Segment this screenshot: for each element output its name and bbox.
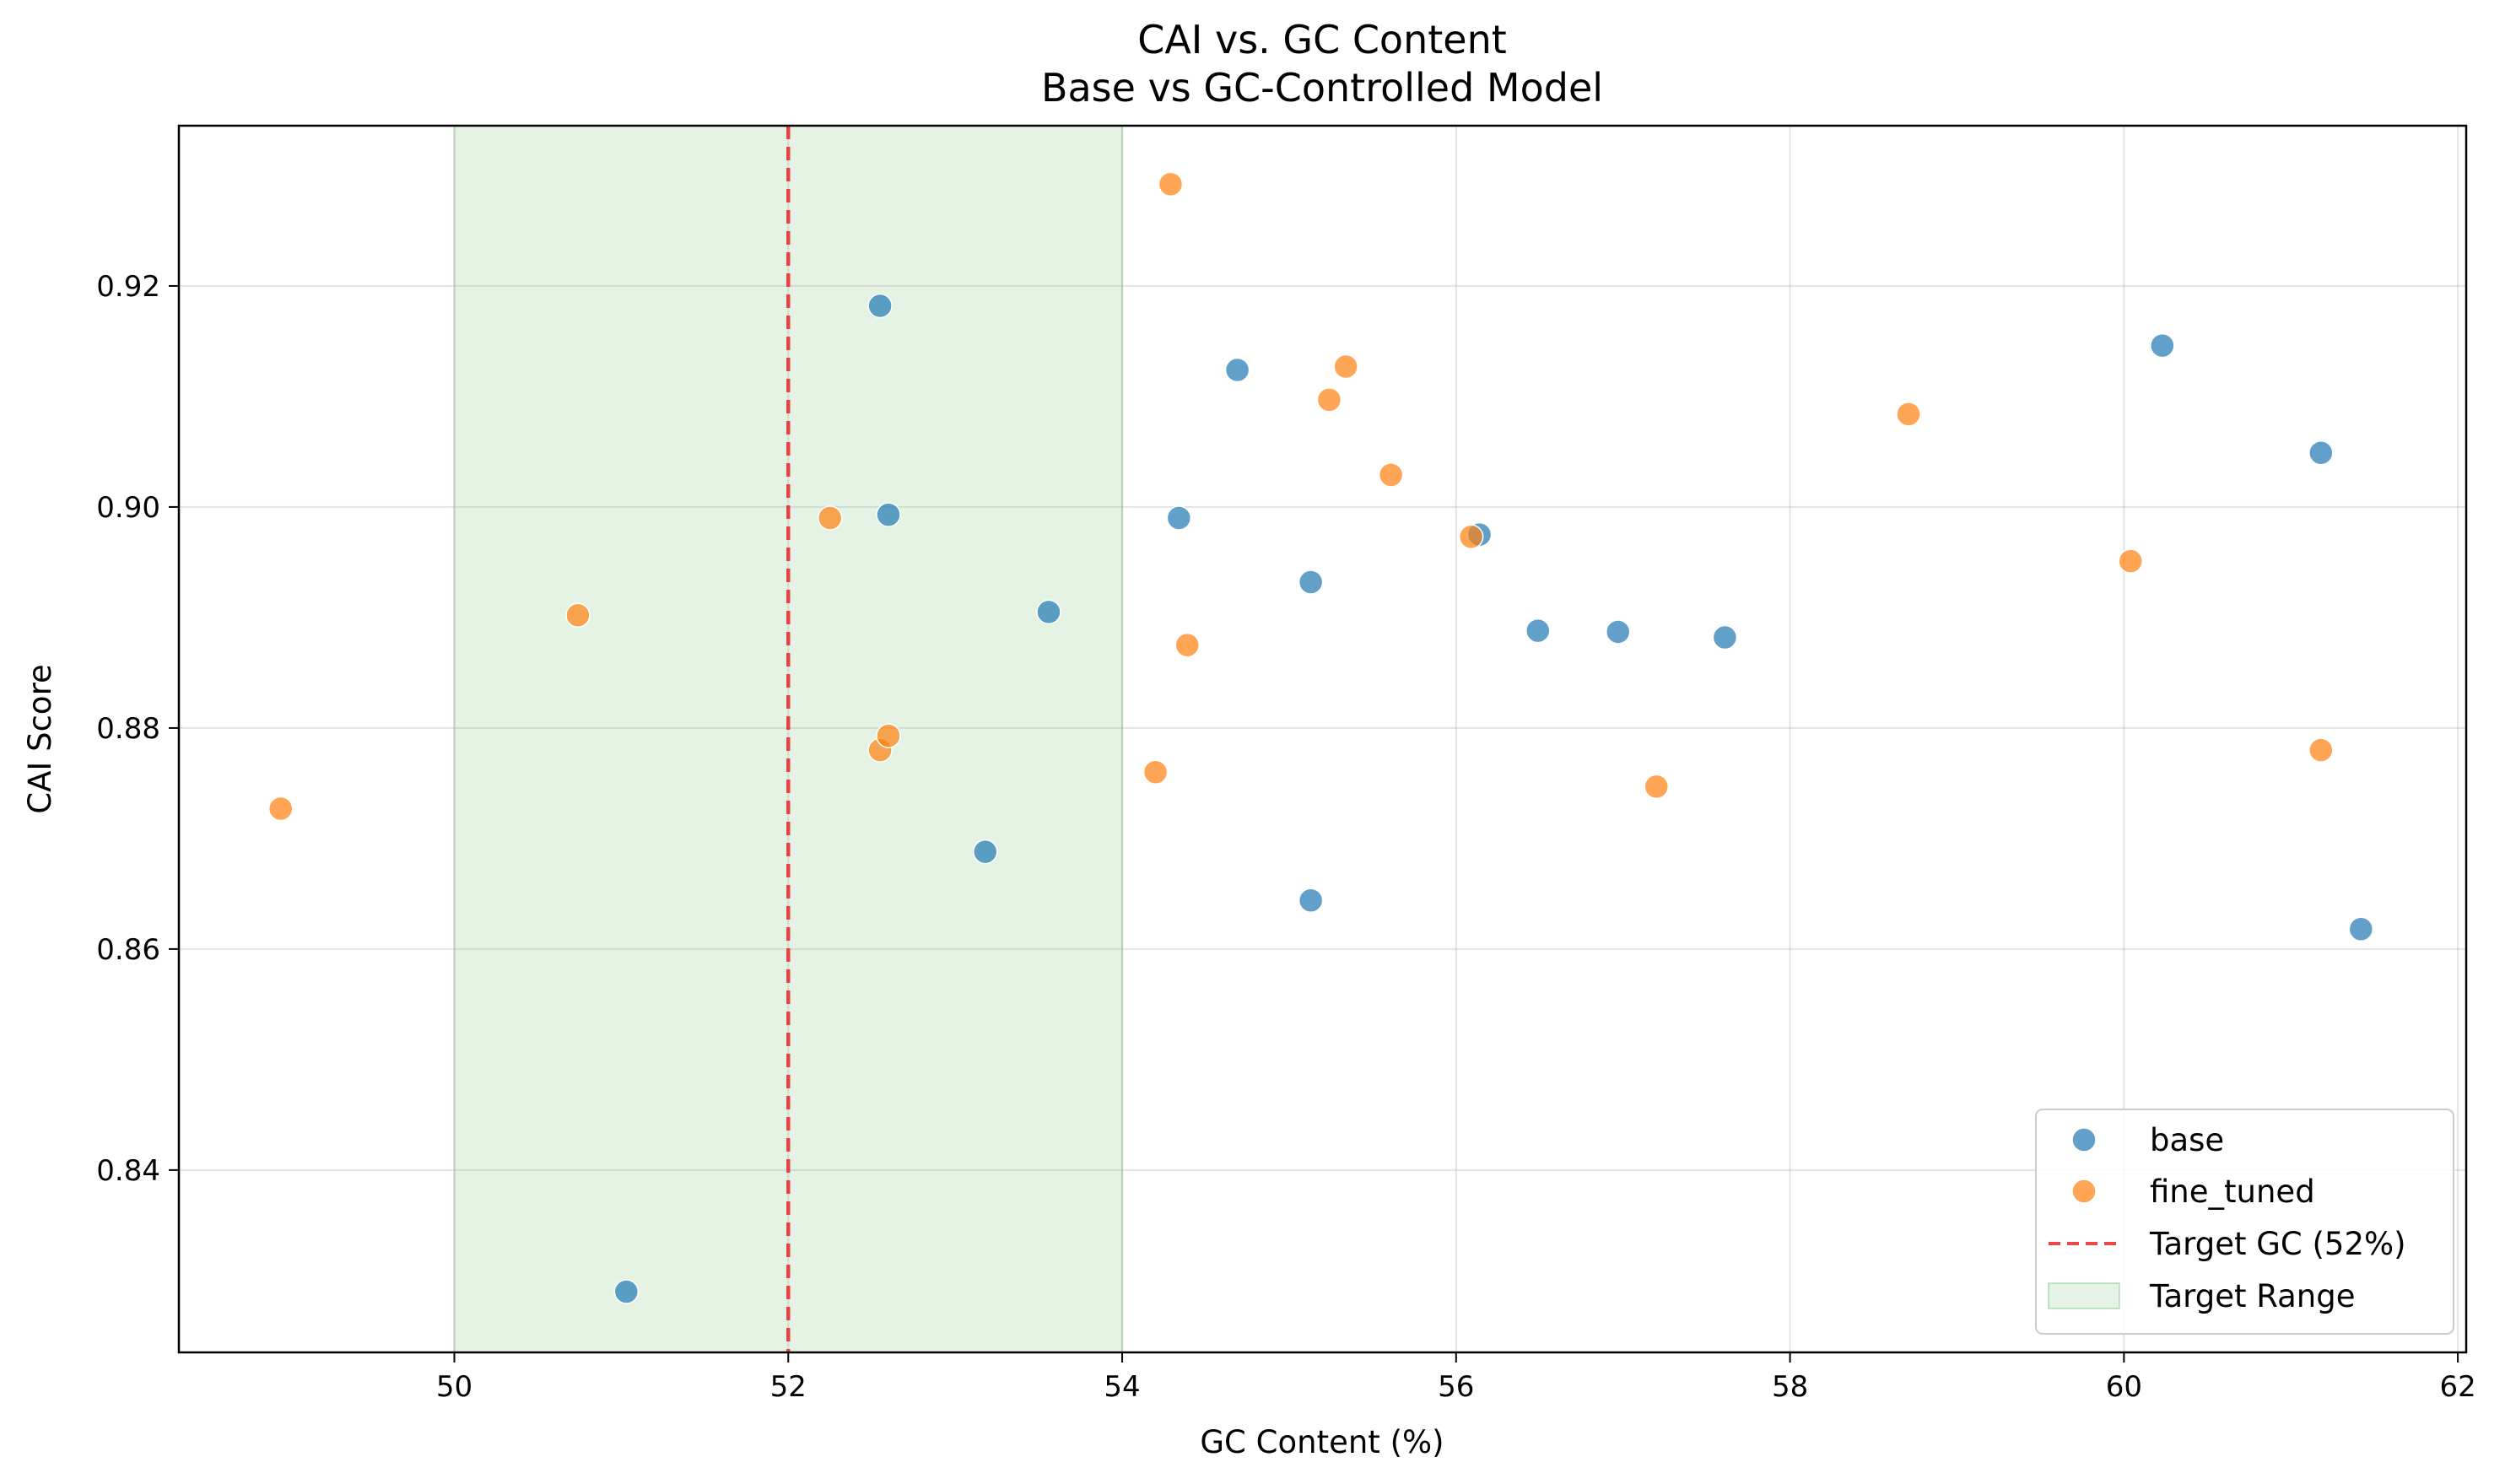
data-point-base xyxy=(867,293,893,319)
y-tick-label: 0.84 xyxy=(96,1154,160,1188)
data-point-fine-tuned xyxy=(1458,524,1484,550)
data-point-base xyxy=(876,502,901,527)
data-point-base xyxy=(2348,916,2374,942)
y-tick-label: 0.86 xyxy=(96,933,160,967)
y-tick-label: 0.92 xyxy=(96,270,160,304)
plot-frame xyxy=(177,124,2468,1354)
data-point-base xyxy=(1224,357,1250,383)
legend-box xyxy=(2035,1109,2454,1335)
data-point-base xyxy=(1525,618,1551,644)
legend: base fine_tuned Target GC (52%) Target R… xyxy=(2035,1109,2454,1335)
data-point-base xyxy=(2308,440,2334,466)
x-tick-label: 54 xyxy=(1104,1370,1140,1404)
legend-label-target-gc: Target GC (52%) xyxy=(2149,1226,2406,1262)
data-point-base xyxy=(1298,888,1324,913)
legend-label-fine-tuned: fine_tuned xyxy=(2150,1174,2315,1210)
data-point-fine-tuned xyxy=(1896,402,1921,427)
legend-label-target-range: Target Range xyxy=(2149,1278,2356,1314)
data-point-base xyxy=(1036,599,1061,625)
data-point-fine-tuned xyxy=(876,723,901,748)
data-point-fine-tuned xyxy=(1316,387,1342,413)
data-point-base xyxy=(1712,624,1738,650)
y-axis: 0.84 0.86 0.88 0.90 0.92 xyxy=(96,270,179,1188)
data-point-fine-tuned xyxy=(817,505,843,531)
x-axis: 50 52 54 56 58 60 62 xyxy=(436,1352,2476,1404)
points-layer xyxy=(267,171,2374,1304)
data-point-base xyxy=(613,1279,640,1304)
x-tick-label: 50 xyxy=(436,1370,472,1404)
plot-area xyxy=(179,125,2466,1353)
data-point-base xyxy=(1166,505,1192,531)
data-point-fine-tuned xyxy=(1644,774,1670,800)
legend-marker-fine-tuned xyxy=(2071,1179,2097,1204)
legend-label-base: base xyxy=(2150,1122,2224,1158)
y-axis-title: CAI Score xyxy=(22,664,58,813)
y-tick-label: 0.90 xyxy=(96,491,160,525)
data-point-fine-tuned xyxy=(2308,737,2334,763)
chart-subtitle: Base vs GC-Controlled Model xyxy=(1041,65,1603,111)
data-point-fine-tuned xyxy=(1378,462,1404,488)
data-point-fine-tuned xyxy=(1333,353,1358,380)
x-axis-title: GC Content (%) xyxy=(1200,1424,1444,1460)
data-point-fine-tuned xyxy=(565,602,591,629)
x-tick-label: 58 xyxy=(1772,1370,1808,1404)
y-tick-label: 0.88 xyxy=(96,712,160,746)
data-point-fine-tuned xyxy=(1142,759,1169,785)
x-tick-label: 56 xyxy=(1438,1370,1474,1404)
data-point-fine-tuned xyxy=(1158,171,1184,197)
data-point-base xyxy=(1298,569,1324,595)
data-point-base xyxy=(973,839,998,865)
data-point-base xyxy=(2150,332,2175,359)
chart-title: CAI vs. GC Content xyxy=(1137,17,1507,62)
data-point-fine-tuned xyxy=(2118,548,2144,574)
x-tick-label: 52 xyxy=(770,1370,807,1404)
data-point-fine-tuned xyxy=(267,796,294,822)
x-tick-label: 60 xyxy=(2106,1370,2142,1404)
legend-marker-target-range xyxy=(2048,1282,2120,1309)
legend-marker-base xyxy=(2071,1127,2097,1152)
data-point-fine-tuned xyxy=(1174,632,1200,658)
x-tick-label: 62 xyxy=(2439,1370,2475,1404)
data-point-base xyxy=(1606,619,1631,645)
